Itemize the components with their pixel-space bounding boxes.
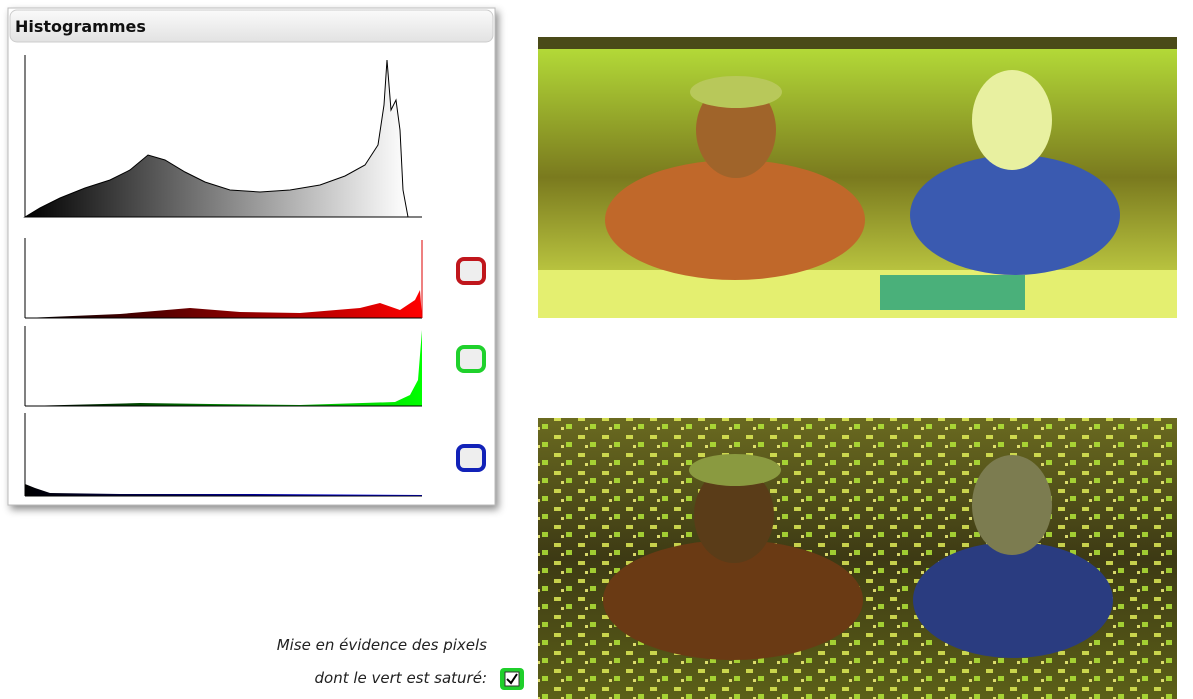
caption-line: dont le vert est saturé: — [315, 669, 487, 687]
page: Histogrammes — [0, 0, 1193, 699]
screen: Histogrammes — [0, 0, 1193, 699]
green-toggle[interactable] — [458, 347, 484, 371]
caption-line: Mise en évidence des pixels — [277, 636, 487, 654]
panel-title: Histogrammes — [15, 17, 146, 36]
photo-saturation-highlight — [538, 418, 1177, 699]
red-toggle[interactable] — [458, 259, 484, 283]
blue-toggle[interactable] — [458, 446, 484, 470]
photo-original — [538, 37, 1177, 318]
saturation-checkbox[interactable] — [500, 668, 524, 690]
